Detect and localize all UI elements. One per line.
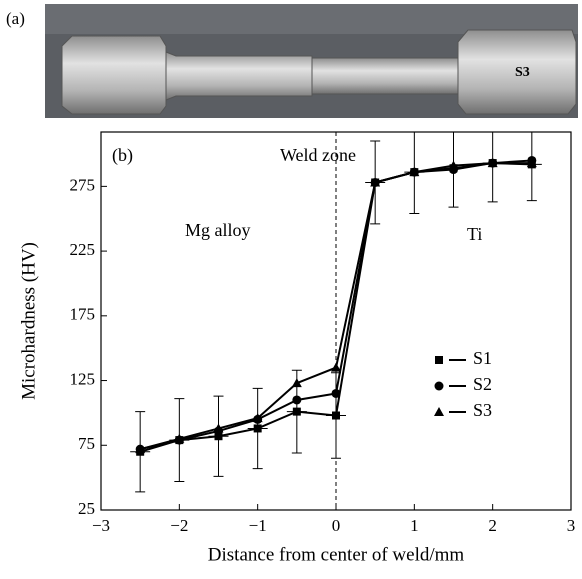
marker [174, 433, 185, 443]
marker [435, 356, 443, 364]
y-tick-label: 225 [70, 240, 96, 259]
x-tick-label: 3 [567, 516, 576, 535]
x-tick-label: 0 [332, 516, 341, 535]
y-tick-label: 75 [78, 434, 95, 453]
marker [409, 167, 420, 177]
annotation: Weld zone [280, 145, 356, 165]
marker [214, 432, 223, 441]
marker [448, 160, 459, 170]
marker [434, 381, 444, 391]
y-tick-label: 125 [70, 369, 96, 388]
photo-marker: S3 [515, 65, 530, 80]
marker [135, 444, 146, 454]
y-tick-label: 175 [70, 305, 96, 324]
marker [292, 407, 301, 416]
panel-label-a: (a) [6, 9, 25, 28]
marker [332, 411, 340, 420]
marker [252, 413, 263, 423]
x-tick-label: −3 [92, 516, 110, 535]
marker [331, 362, 341, 372]
x-tick-label: −1 [249, 516, 267, 535]
marker [370, 177, 381, 187]
legend-label: S2 [473, 374, 492, 394]
y-tick-label: 275 [70, 175, 96, 194]
panel-label: (b) [112, 145, 133, 166]
marker [331, 388, 341, 398]
legend-label: S3 [473, 400, 492, 420]
x-tick-label: 2 [488, 516, 497, 535]
marker [526, 158, 537, 168]
marker [292, 395, 302, 405]
photo: S3 [45, 4, 578, 118]
marker [213, 423, 224, 433]
marker [253, 424, 262, 433]
annotation: Mg alloy [185, 220, 251, 240]
x-axis-label: Distance from center of weld/mm [208, 544, 465, 565]
marker [291, 378, 302, 388]
annotation: Ti [467, 224, 482, 244]
x-tick-label: −2 [170, 516, 188, 535]
legend-label: S1 [473, 348, 492, 368]
marker [487, 158, 498, 168]
y-axis-label: Microhardness (HV) [18, 242, 39, 400]
x-tick-label: 1 [410, 516, 419, 535]
chart: −3 −2 −1 0 1 2 3 25 75 125 175 225 275 Distance from … [18, 131, 576, 565]
marker [434, 407, 444, 416]
y-tick-label: 25 [78, 499, 95, 518]
